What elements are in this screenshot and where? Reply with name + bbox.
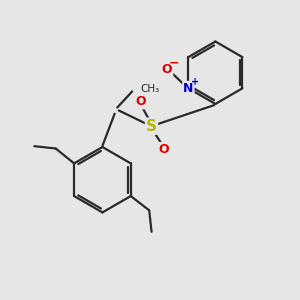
Text: O: O <box>162 63 172 76</box>
Text: −: − <box>169 57 180 70</box>
Text: CH₃: CH₃ <box>140 84 159 94</box>
Text: O: O <box>158 143 169 156</box>
Text: N: N <box>183 82 194 95</box>
Text: +: + <box>191 77 199 87</box>
Text: S: S <box>146 119 157 134</box>
Text: O: O <box>136 95 146 108</box>
